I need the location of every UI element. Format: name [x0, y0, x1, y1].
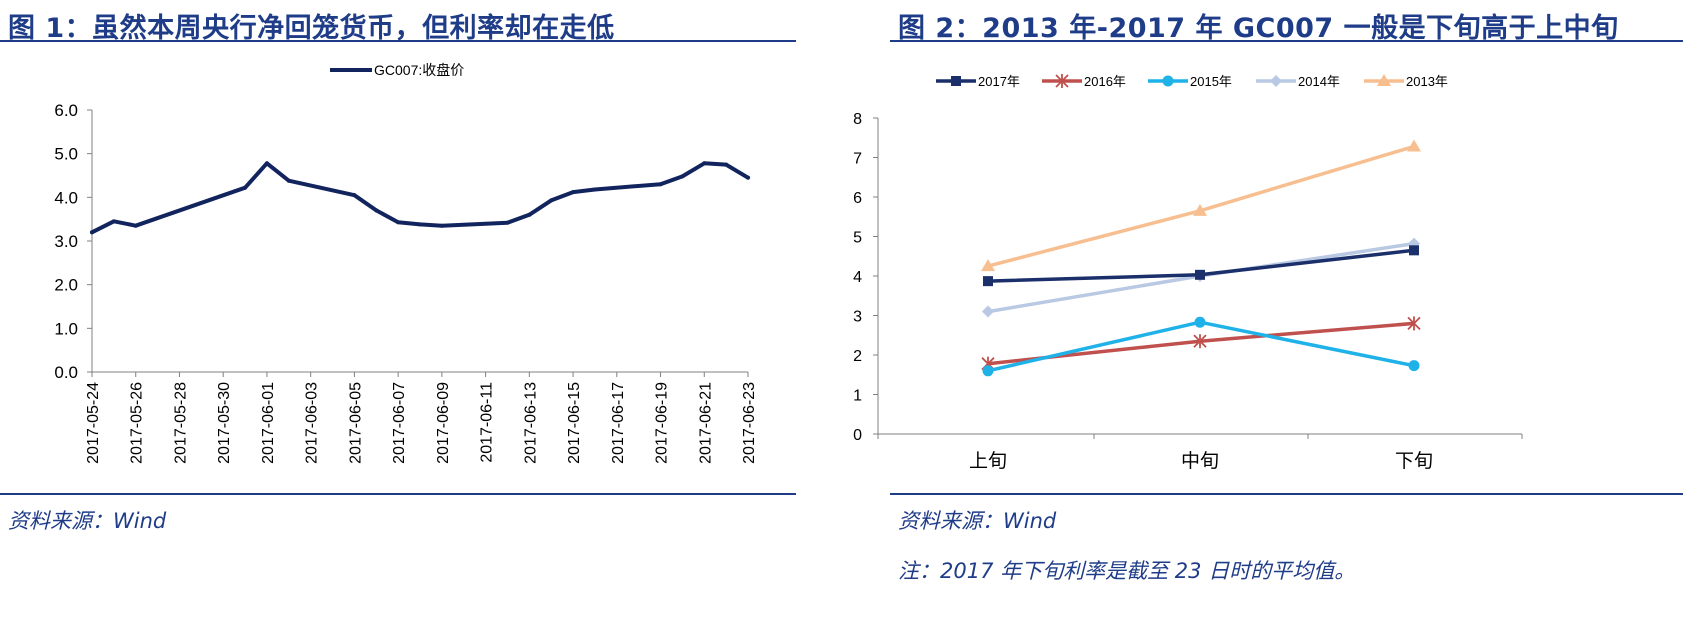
figure-2-title: 图 2：2013 年-2017 年 GC007 一般是下旬高于上中旬	[898, 13, 1619, 44]
gc007-data-point	[439, 223, 444, 228]
x-category-label: 中旬	[1181, 450, 1219, 472]
x-tick-label: 2017-06-01	[260, 382, 277, 464]
data-point-2016	[1407, 316, 1421, 331]
y-tick-label: 6.0	[54, 101, 78, 120]
gc007-data-point	[90, 230, 94, 235]
y-tick-label: 3	[853, 309, 862, 326]
y-tick-label: 8	[853, 111, 862, 128]
legend-marker-2016	[1055, 74, 1069, 88]
gc007-data-point	[680, 174, 685, 179]
figure-1-panel: 图 1：虽然本周央行净回笼货币，但利率却在走低 0.0 1.0 2.0 3.0 4.0 5…	[0, 13, 796, 533]
gc007-data-point	[352, 193, 357, 198]
x-category-label: 下旬	[1395, 450, 1433, 472]
gc007-data-point	[374, 208, 379, 213]
x-tick-label: 2017-05-24	[85, 382, 102, 464]
x-tick-label: 2017-05-28	[172, 382, 189, 464]
gc007-data-point	[549, 198, 554, 203]
gc007-data-point	[286, 178, 291, 183]
data-point-2017	[1195, 269, 1205, 280]
x-tick-label: 2017-06-23	[741, 382, 758, 464]
title-divider	[0, 40, 796, 42]
gc007-data-point	[133, 223, 138, 228]
y-tick-label: 7	[853, 151, 862, 168]
data-point-2017	[983, 276, 993, 287]
title-divider	[890, 40, 1683, 42]
x-tick-label: 2017-05-30	[216, 382, 233, 464]
gc007-data-point	[592, 187, 597, 192]
legend-label-gc007: GC007:收盘价	[374, 62, 464, 78]
y-tick-label: 2	[853, 348, 862, 365]
legend-label-2015: 2015年	[1190, 74, 1232, 89]
y-tick-label: 5.0	[54, 145, 78, 164]
legend-marker-2017	[951, 76, 961, 86]
figure-2-panel: 图 2：2013 年-2017 年 GC007 一般是下旬高于上中旬 0 1 2 3 4…	[853, 0, 1683, 624]
data-point-2016	[1193, 334, 1207, 349]
figure-1-source: 资料来源：Wind	[8, 509, 167, 533]
y-tick-label: 0.0	[54, 363, 78, 382]
y-tick-label: 0	[853, 427, 862, 444]
gc007-data-point	[658, 182, 663, 187]
x-tick-label: 2017-06-17	[610, 382, 627, 464]
data-point-2015	[982, 365, 994, 377]
x-tick-label: 2017-06-15	[566, 382, 583, 464]
y-tick-label: 5	[853, 230, 862, 247]
figure-2-note: 注：2017 年下旬利率是截至 23 日时的平均值。	[898, 559, 1356, 583]
data-point-2017	[1409, 245, 1419, 256]
y-tick-label: 4	[853, 269, 862, 286]
gc007-line-chart: 0.0 1.0 2.0 3.0 4.0 5.0 6.0 2017-05-24 2017-05-2…	[54, 62, 758, 464]
x-tick-label: 2017-06-09	[435, 382, 452, 464]
x-category-label: 上旬	[969, 450, 1007, 472]
gc007-data-point	[746, 175, 750, 180]
gc007-data-point	[418, 222, 422, 227]
gc007-data-point	[527, 212, 532, 217]
gc007-data-point	[571, 190, 576, 195]
data-point-2013	[981, 259, 995, 272]
legend-label-2017: 2017年	[978, 74, 1020, 89]
y-tick-label: 3.0	[54, 232, 78, 251]
legend-label-2014: 2014年	[1298, 74, 1340, 89]
data-point-2014	[982, 305, 994, 318]
legend-marker-2014	[1270, 75, 1282, 87]
figure-2-source: 资料来源：Wind	[898, 509, 1057, 533]
data-point-2013	[1193, 203, 1207, 216]
x-tick-label: 2017-06-03	[304, 382, 321, 464]
y-tick-label: 6	[853, 190, 862, 207]
data-point-2015	[1194, 316, 1206, 328]
gc007-series-line	[90, 161, 750, 235]
y-tick-label: 4.0	[54, 188, 78, 207]
gc007-data-point	[243, 185, 248, 190]
source-divider	[0, 493, 796, 495]
x-tick-label: 2017-06-07	[391, 382, 408, 464]
gc007-data-point	[264, 161, 269, 166]
legend-marker-2013	[1377, 74, 1391, 86]
x-tick-label: 2017-06-13	[522, 382, 539, 464]
y-tick-label: 1	[853, 388, 862, 405]
figure-1-title: 图 1：虽然本周央行净回笼货币，但利率却在走低	[8, 13, 615, 44]
x-tick-label: 2017-06-05	[347, 382, 364, 464]
y-tick-label: 2.0	[54, 276, 78, 295]
x-tick-label: 2017-05-26	[129, 382, 146, 464]
source-divider	[890, 493, 1683, 495]
yearly-gc007-line-chart: 0 1 2 3 4 5 6 7 8 上旬 中旬 下旬 2017年 2016年 2015年 2014年 2013年	[853, 74, 1523, 472]
data-point-2013	[1407, 139, 1421, 152]
x-tick-label: 2017-06-21	[697, 382, 714, 464]
gc007-data-point	[505, 220, 510, 225]
x-tick-label: 2017-06-11	[479, 382, 496, 463]
gc007-data-point	[702, 161, 707, 166]
gc007-data-point	[111, 219, 116, 224]
gc007-data-point	[396, 220, 401, 225]
x-tick-label: 2017-06-19	[654, 382, 671, 464]
y-tick-label: 1.0	[54, 319, 78, 338]
legend-label-2016: 2016年	[1084, 74, 1126, 89]
data-point-2015	[1408, 360, 1420, 372]
gc007-data-point	[724, 162, 729, 167]
legend-label-2013: 2013年	[1406, 74, 1448, 89]
legend-marker-2015	[1162, 75, 1174, 87]
